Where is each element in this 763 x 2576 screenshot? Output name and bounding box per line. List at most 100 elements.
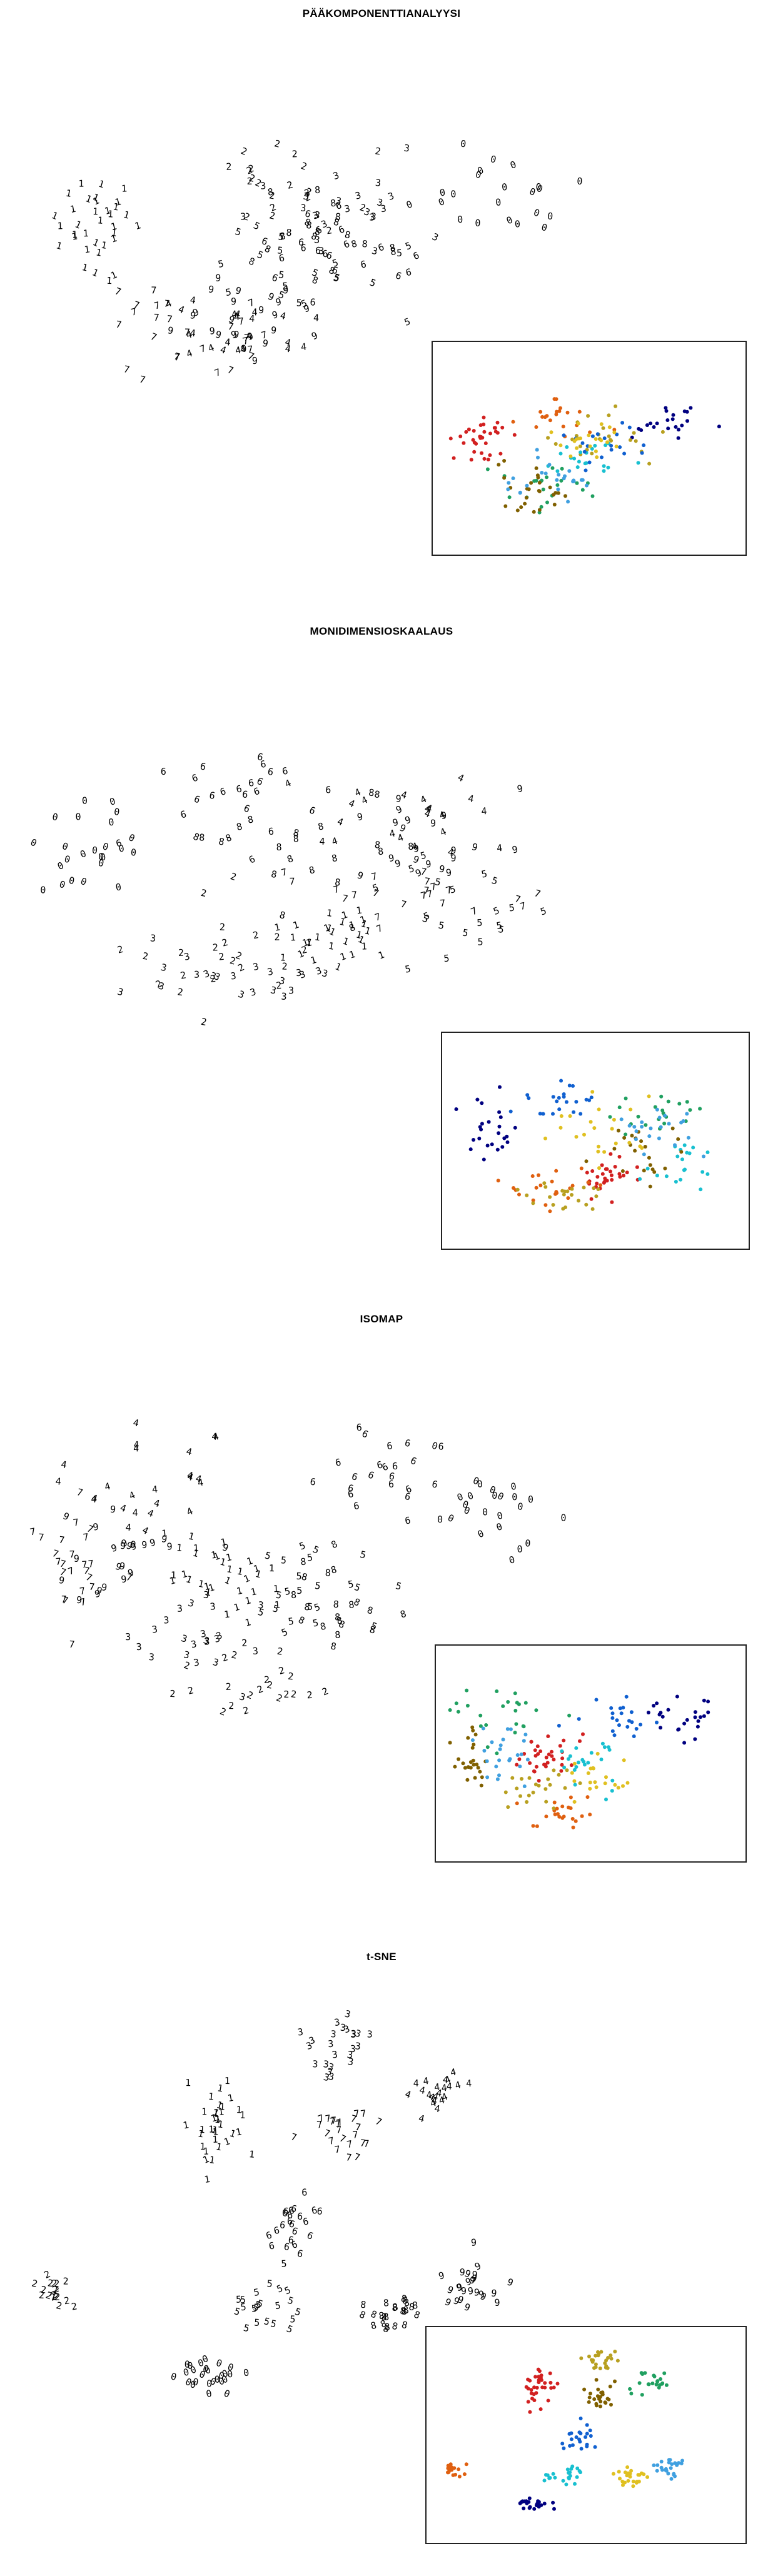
digit-point: 6 xyxy=(219,785,228,798)
digit-point: 5 xyxy=(283,2284,292,2297)
digit-point: 9 xyxy=(231,296,237,307)
digit-point: 1 xyxy=(197,2128,205,2140)
class-point xyxy=(482,415,486,420)
class-point xyxy=(613,2350,617,2353)
digit-point: 2 xyxy=(63,2276,69,2287)
digit-point: 5 xyxy=(448,883,457,896)
class-point xyxy=(537,2375,541,2379)
class-point xyxy=(514,1722,518,1726)
digit-point: 1 xyxy=(57,220,63,231)
class-point xyxy=(572,1799,577,1804)
digit-point: 1 xyxy=(213,2107,218,2118)
class-point xyxy=(592,1126,597,1130)
digit-point: 5 xyxy=(314,1580,321,1592)
class-point xyxy=(604,2358,609,2363)
class-point xyxy=(582,1763,587,1767)
digit-point: 7 xyxy=(123,363,131,376)
digit-point: 0 xyxy=(475,218,481,229)
class-point xyxy=(488,453,492,457)
digit-point: 1 xyxy=(240,2110,245,2121)
digit-point: 0 xyxy=(222,2387,231,2400)
class-point xyxy=(600,455,604,460)
class-point xyxy=(577,1199,580,1203)
digit-point: 9 xyxy=(438,863,446,875)
digit-point: 3 xyxy=(200,1628,208,1640)
class-point xyxy=(505,1134,509,1139)
class-point xyxy=(624,1132,628,1137)
class-point xyxy=(529,2391,533,2395)
class-point xyxy=(696,1719,700,1723)
digit-point: 6 xyxy=(360,258,368,271)
class-point xyxy=(569,2437,574,2442)
digit-point: 4 xyxy=(403,2088,412,2101)
digit-point: 7 xyxy=(58,1534,65,1546)
class-point xyxy=(480,1122,484,1126)
class-point xyxy=(652,1704,656,1708)
digit-point: 2 xyxy=(286,179,295,191)
digit-point: 7 xyxy=(290,2131,298,2143)
class-point xyxy=(574,1765,579,1769)
digit-point: 3 xyxy=(158,980,166,992)
digit-point: 2 xyxy=(221,937,230,949)
class-point xyxy=(587,1098,592,1102)
class-point xyxy=(568,2443,572,2448)
digit-point: 7 xyxy=(83,1531,90,1543)
class-point xyxy=(717,425,721,429)
digit-point: 1 xyxy=(235,1585,243,1597)
class-point xyxy=(643,2371,647,2375)
digit-point: 5 xyxy=(236,2294,242,2305)
digit-point: 1 xyxy=(327,940,335,952)
digit-point: 0 xyxy=(455,1491,465,1503)
digit-point: 1 xyxy=(83,228,89,239)
digit-point: 9 xyxy=(394,803,403,816)
digit-point: 8 xyxy=(399,2305,407,2317)
digit-point: 0 xyxy=(512,1491,517,1502)
digit-point: 8 xyxy=(235,820,243,833)
class-point xyxy=(669,2466,673,2470)
digit-point: 2 xyxy=(47,2277,54,2289)
digit-point: 9 xyxy=(461,2285,467,2297)
class-point xyxy=(525,483,529,488)
digit-point: 3 xyxy=(297,2026,304,2038)
class-point xyxy=(479,1127,483,1132)
class-point xyxy=(462,2472,467,2477)
class-point xyxy=(652,2373,656,2378)
digit-point: 0 xyxy=(482,1506,488,1518)
digit-point: 3 xyxy=(355,2040,361,2052)
digit-point: 8 xyxy=(315,184,321,196)
class-point xyxy=(618,1706,622,1711)
digit-point: 2 xyxy=(229,870,238,883)
digit-point: 5 xyxy=(437,920,445,932)
class-point xyxy=(604,1798,608,1801)
digit-point: 2 xyxy=(169,1688,176,1699)
class-point xyxy=(482,456,487,461)
digit-point: 1 xyxy=(217,2118,224,2130)
class-point xyxy=(623,2470,627,2475)
class-point xyxy=(519,1752,523,1756)
digit-point: 9 xyxy=(148,1537,156,1549)
digit-point: 0 xyxy=(508,1554,516,1566)
class-point xyxy=(526,2377,530,2382)
class-point xyxy=(539,2503,543,2507)
digit-point: 1 xyxy=(326,907,333,919)
class-point xyxy=(564,1100,568,1104)
digit-point: 7 xyxy=(89,1581,95,1593)
digit-point: 2 xyxy=(320,1685,330,1698)
digit-point: 2 xyxy=(142,950,149,962)
class-point xyxy=(555,1099,559,1104)
class-point xyxy=(566,500,570,504)
digit-point: 9 xyxy=(215,329,223,341)
digit-point: 6 xyxy=(325,784,331,795)
class-point xyxy=(577,2430,582,2435)
class-point xyxy=(560,1804,565,1809)
class-point xyxy=(599,2404,602,2408)
digit-point: 7 xyxy=(469,905,479,917)
digit-point: 0 xyxy=(75,811,81,822)
digit-point: 5 xyxy=(492,905,501,917)
class-point xyxy=(571,1825,575,1829)
class-point xyxy=(532,479,537,483)
class-point xyxy=(649,1126,653,1130)
class-point xyxy=(659,2460,664,2463)
class-point xyxy=(461,1761,465,1766)
digit-point: 4 xyxy=(234,345,242,357)
